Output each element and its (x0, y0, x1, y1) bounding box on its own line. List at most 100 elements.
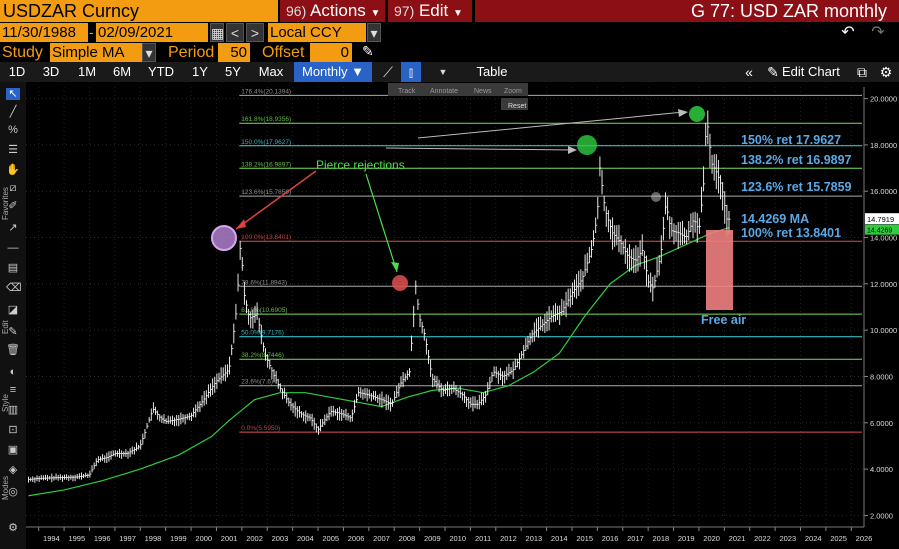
brush-tool-icon[interactable]: ✐ (8, 200, 18, 212)
reset-button[interactable]: Reset (508, 103, 526, 110)
reset-button-bg (501, 98, 528, 110)
last-ma-label: 14.4269 (867, 228, 892, 235)
line-chart-icon[interactable]: ⟋ (383, 64, 393, 80)
mini-annotate-button[interactable]: Annotate (430, 88, 458, 95)
x-tick-label: 2005 (322, 534, 339, 543)
circle-marker-2016 (577, 135, 597, 155)
tab-1m[interactable]: 1M (77, 64, 97, 79)
line-style-icon[interactable]: ≡ (9, 384, 17, 396)
cursor-icon[interactable]: ↖ (6, 88, 20, 100)
y-tick-label: 10.0000 (870, 326, 897, 335)
sidebar-label-edit: Edit (1, 320, 10, 334)
mode-alt-icon[interactable]: ◎ (8, 486, 18, 498)
mini-toolbar-bg (388, 83, 528, 96)
x-tick-label: 1996 (94, 534, 111, 543)
fib-level-label: 138.2%(16.9897) (241, 161, 291, 168)
x-tick-label: 2025 (830, 534, 847, 543)
x-tick-label: 2012 (500, 534, 517, 543)
mini-track-button[interactable]: Track (398, 88, 416, 95)
pencil-icon[interactable]: ✎ (362, 43, 374, 59)
annotation-138-ret: 138.2% ret 16.9897 (741, 153, 852, 167)
calendar-icon[interactable]: ▦ (210, 23, 225, 42)
drawing-sidebar: ↖ ╱ % ☰ ✋ ⧄ ✐ ↗ ― ▤ ⌫ ◪ ✎ 🗑 ◐ ≡ ▥ ⊡ ▣ ◈ … (0, 82, 27, 549)
gear-icon[interactable]: ⚙ (879, 64, 893, 80)
y-tick-label: 6.0000 (870, 419, 893, 428)
next-period-button[interactable]: > (246, 23, 264, 42)
chevron-down-icon[interactable]: ▾ (367, 23, 381, 42)
edit-menu[interactable]: 97) Edit ▼ (388, 0, 472, 22)
line-tool-icon[interactable]: ╱ (9, 106, 17, 118)
actions-label: Actions (310, 1, 366, 20)
x-tick-label: 2014 (551, 534, 568, 543)
offset-input[interactable]: 0 (310, 43, 352, 62)
x-tick-label: 2008 (399, 534, 416, 543)
offset-label: Offset (262, 44, 305, 61)
trash-icon[interactable]: 🗑 (6, 344, 20, 356)
channel-tool-icon[interactable]: ⧄ (9, 182, 17, 194)
moving-average-series (28, 226, 730, 497)
y-tick-label: 14.0000 (870, 234, 897, 243)
mini-zoom-button[interactable]: Zoom (504, 88, 522, 95)
percent-tool-icon[interactable]: % (8, 124, 18, 136)
tab-6m[interactable]: 6M (112, 64, 132, 79)
tab-1y[interactable]: 1Y (192, 64, 208, 79)
hline-tool-icon[interactable]: ― (7, 242, 19, 254)
chevron-down-icon[interactable]: ▼ (438, 67, 448, 77)
tab-5y[interactable]: 5Y (225, 64, 241, 79)
x-tick-label: 2024 (805, 534, 822, 543)
fib-tool-icon[interactable]: ☰ (8, 144, 18, 156)
arrowhead (391, 262, 399, 272)
x-tick-label: 2022 (754, 534, 771, 543)
chevron-down-icon[interactable]: ▾ (142, 43, 156, 62)
text-tool-icon[interactable]: ▤ (7, 262, 19, 274)
annotation-123-ret: 123.6% ret 15.7859 (741, 180, 852, 194)
tab-3d[interactable]: 3D (42, 64, 60, 79)
tab-max[interactable]: Max (258, 64, 284, 79)
collapse-icon[interactable]: « (745, 64, 753, 80)
edit-label: Edit (418, 1, 449, 20)
arrow-tool-icon[interactable]: ↗ (8, 222, 18, 234)
trend-arrow-2 (417, 111, 685, 139)
period-input[interactable]: 50 (218, 43, 250, 62)
y-tick-label: 8.0000 (870, 372, 893, 381)
y-tick-label: 12.0000 (870, 280, 897, 289)
chart-window-title: G 77: USD ZAR monthly (475, 0, 899, 22)
layers-icon[interactable]: ▣ (7, 444, 19, 456)
undo-button[interactable]: ↶ (841, 24, 855, 41)
currency-select[interactable]: Local CCY (268, 23, 366, 42)
x-tick-label: 2023 (779, 534, 796, 543)
frequency-select[interactable]: Monthly ▼ (294, 62, 372, 82)
hand-tool-icon[interactable]: ✋ (6, 164, 20, 176)
fib-level-label: 123.6%(15.7859) (241, 189, 291, 196)
tab-1d[interactable]: 1D (8, 64, 26, 79)
mini-news-button[interactable]: News (474, 88, 492, 95)
mode-icon[interactable]: ◈ (8, 464, 18, 476)
eraser-tool-icon[interactable]: ⌫ (6, 282, 22, 294)
study-select[interactable]: Simple MA (50, 43, 142, 62)
fill-icon[interactable]: ▥ (7, 404, 19, 416)
gear-icon[interactable]: ⚙ (8, 522, 18, 534)
lock-icon[interactable]: ⊡ (8, 424, 18, 436)
fib-level-label: 100.0%(13.8401) (241, 234, 291, 241)
price-chart[interactable]: 0.0%(5.5950) 23.6%(7.6) 38.2%(8.7446) 50.0%… (26, 82, 899, 549)
bar-chart-icon[interactable]: ⫾ (401, 62, 421, 82)
chart-background (26, 82, 899, 549)
pencil-icon: ✎ (767, 64, 779, 80)
table-button[interactable]: Table (476, 64, 508, 79)
prev-period-button[interactable]: < (226, 23, 244, 42)
circle-marker-2020 (689, 106, 705, 122)
chart-settings-icon[interactable]: ⧉ (857, 64, 867, 80)
start-date-field[interactable]: 11/30/1988 (0, 23, 88, 42)
shape-tool-icon[interactable]: ◪ (7, 304, 19, 316)
actions-number: 96) (286, 3, 307, 19)
fibonacci-levels: 0.0%(5.5950) 23.6%(7.6) 38.2%(8.7446) 50.0%… (239, 88, 862, 433)
edit-chart-button[interactable]: Edit Chart (782, 64, 840, 79)
ticker-field[interactable]: USDZAR Curncy (0, 0, 278, 22)
palette-icon[interactable]: ◐ (9, 366, 17, 378)
tab-ytd[interactable]: YTD (148, 64, 174, 79)
end-date-field[interactable]: 02/09/2021 (96, 23, 208, 42)
pen-tool-icon[interactable]: ✎ (8, 326, 18, 338)
redo-button[interactable]: ↷ (871, 24, 885, 41)
actions-menu[interactable]: 96) Actions ▼ (280, 0, 385, 22)
study-label: Study (2, 44, 43, 61)
